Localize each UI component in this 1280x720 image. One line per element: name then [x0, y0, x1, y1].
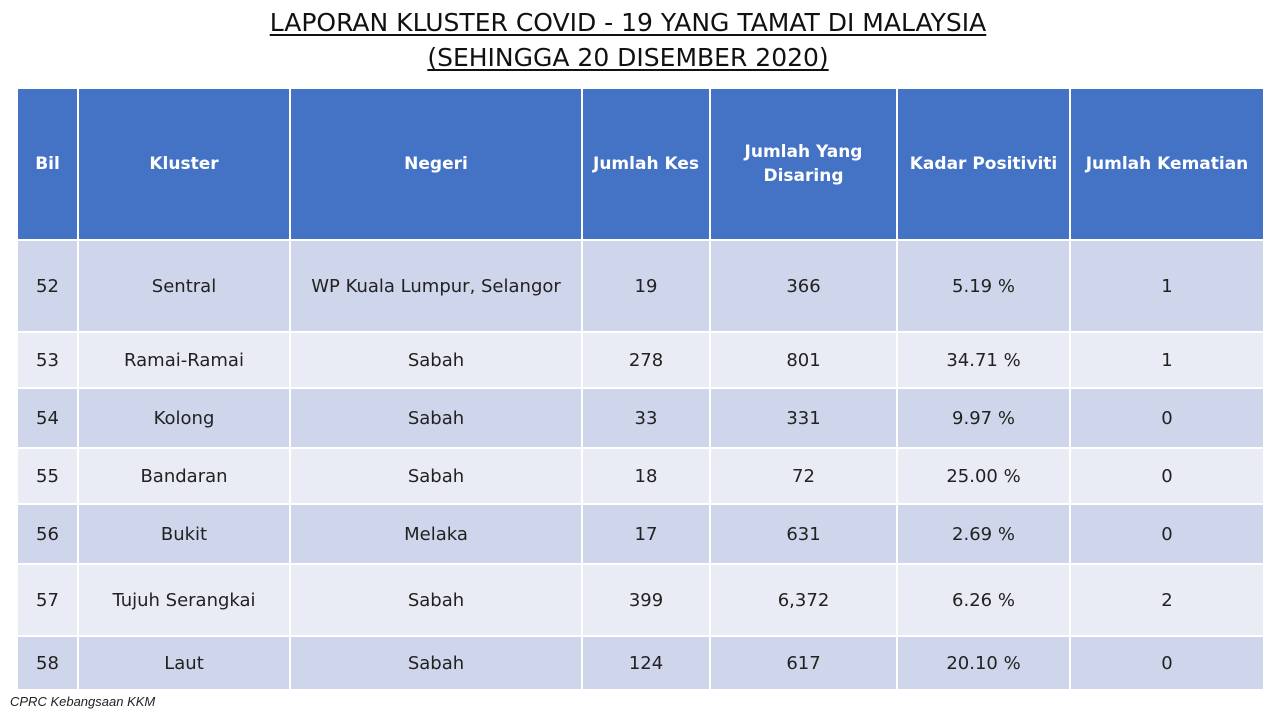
report-title-text: LAPORAN KLUSTER COVID - 19 YANG TAMAT DI…	[269, 8, 987, 37]
cell-jumlah-disaring: 331	[709, 387, 898, 449]
cell-bil: 53	[16, 331, 79, 389]
cell-jumlah-kes: 33	[581, 387, 711, 449]
cell-kluster: Kolong	[77, 387, 291, 449]
cell-jumlah-disaring: 72	[709, 447, 898, 505]
header-kadar-positiviti: Kadar Positiviti	[896, 87, 1071, 241]
report-title: LAPORAN KLUSTER COVID - 19 YANG TAMAT DI…	[0, 8, 1256, 37]
cell-jumlah-kes: 17	[581, 503, 711, 565]
header-negeri: Negeri	[289, 87, 583, 241]
cell-kluster: Laut	[77, 635, 291, 691]
cell-negeri: WP Kuala Lumpur, Selangor	[289, 239, 583, 333]
cell-negeri: Sabah	[289, 563, 583, 637]
cell-jumlah-disaring: 6,372	[709, 563, 898, 637]
cell-bil: 57	[16, 563, 79, 637]
cell-jumlah-kematian: 1	[1069, 239, 1265, 333]
cluster-table: Bil Kluster Negeri Jumlah Kes Jumlah Yan…	[16, 87, 1265, 691]
cell-jumlah-kes: 399	[581, 563, 711, 637]
cell-jumlah-disaring: 366	[709, 239, 898, 333]
cell-kadar-positiviti: 20.10 %	[896, 635, 1071, 691]
cell-kluster: Ramai-Ramai	[77, 331, 291, 389]
cell-negeri: Sabah	[289, 635, 583, 691]
cell-bil: 56	[16, 503, 79, 565]
header-jumlah-kematian: Jumlah Kematian	[1069, 87, 1265, 241]
cell-kadar-positiviti: 5.19 %	[896, 239, 1071, 333]
header-jumlah-kes: Jumlah Kes	[581, 87, 711, 241]
table-row: 56 Bukit Melaka 17 631 2.69 % 0	[16, 503, 1265, 565]
cell-bil: 58	[16, 635, 79, 691]
header-kluster: Kluster	[77, 87, 291, 241]
cell-kadar-positiviti: 6.26 %	[896, 563, 1071, 637]
cell-kadar-positiviti: 34.71 %	[896, 331, 1071, 389]
cell-bil: 55	[16, 447, 79, 505]
header-jumlah-disaring: Jumlah Yang Disaring	[709, 87, 898, 241]
cell-jumlah-kematian: 2	[1069, 563, 1265, 637]
cell-kluster: Tujuh Serangkai	[77, 563, 291, 637]
cell-kluster: Bukit	[77, 503, 291, 565]
report-subtitle-text: (SEHINGGA 20 DISEMBER 2020)	[427, 43, 829, 72]
cell-bil: 54	[16, 387, 79, 449]
table-row: 52 Sentral WP Kuala Lumpur, Selangor 19 …	[16, 239, 1265, 333]
cell-negeri: Melaka	[289, 503, 583, 565]
table-row: 53 Ramai-Ramai Sabah 278 801 34.71 % 1	[16, 331, 1265, 389]
table-header-row: Bil Kluster Negeri Jumlah Kes Jumlah Yan…	[16, 87, 1265, 241]
cell-jumlah-disaring: 801	[709, 331, 898, 389]
cell-kadar-positiviti: 25.00 %	[896, 447, 1071, 505]
cell-kluster: Sentral	[77, 239, 291, 333]
cell-jumlah-kematian: 0	[1069, 635, 1265, 691]
table-row: 55 Bandaran Sabah 18 72 25.00 % 0	[16, 447, 1265, 505]
cell-kadar-positiviti: 9.97 %	[896, 387, 1071, 449]
cell-jumlah-kematian: 0	[1069, 387, 1265, 449]
cell-jumlah-disaring: 617	[709, 635, 898, 691]
cell-jumlah-disaring: 631	[709, 503, 898, 565]
cell-jumlah-kes: 18	[581, 447, 711, 505]
cell-jumlah-kematian: 0	[1069, 447, 1265, 505]
cell-negeri: Sabah	[289, 447, 583, 505]
cell-jumlah-kematian: 1	[1069, 331, 1265, 389]
cell-jumlah-kes: 124	[581, 635, 711, 691]
report-subtitle: (SEHINGGA 20 DISEMBER 2020)	[0, 43, 1256, 72]
source-credit: CPRC Kebangsaan KKM	[10, 694, 156, 709]
cell-bil: 52	[16, 239, 79, 333]
table-row: 54 Kolong Sabah 33 331 9.97 % 0	[16, 387, 1265, 449]
cell-negeri: Sabah	[289, 331, 583, 389]
table-row: 57 Tujuh Serangkai Sabah 399 6,372 6.26 …	[16, 563, 1265, 637]
header-bil: Bil	[16, 87, 79, 241]
cell-negeri: Sabah	[289, 387, 583, 449]
cell-jumlah-kes: 19	[581, 239, 711, 333]
cell-kluster: Bandaran	[77, 447, 291, 505]
cell-jumlah-kematian: 0	[1069, 503, 1265, 565]
cell-kadar-positiviti: 2.69 %	[896, 503, 1071, 565]
cell-jumlah-kes: 278	[581, 331, 711, 389]
table-row: 58 Laut Sabah 124 617 20.10 % 0	[16, 635, 1265, 691]
